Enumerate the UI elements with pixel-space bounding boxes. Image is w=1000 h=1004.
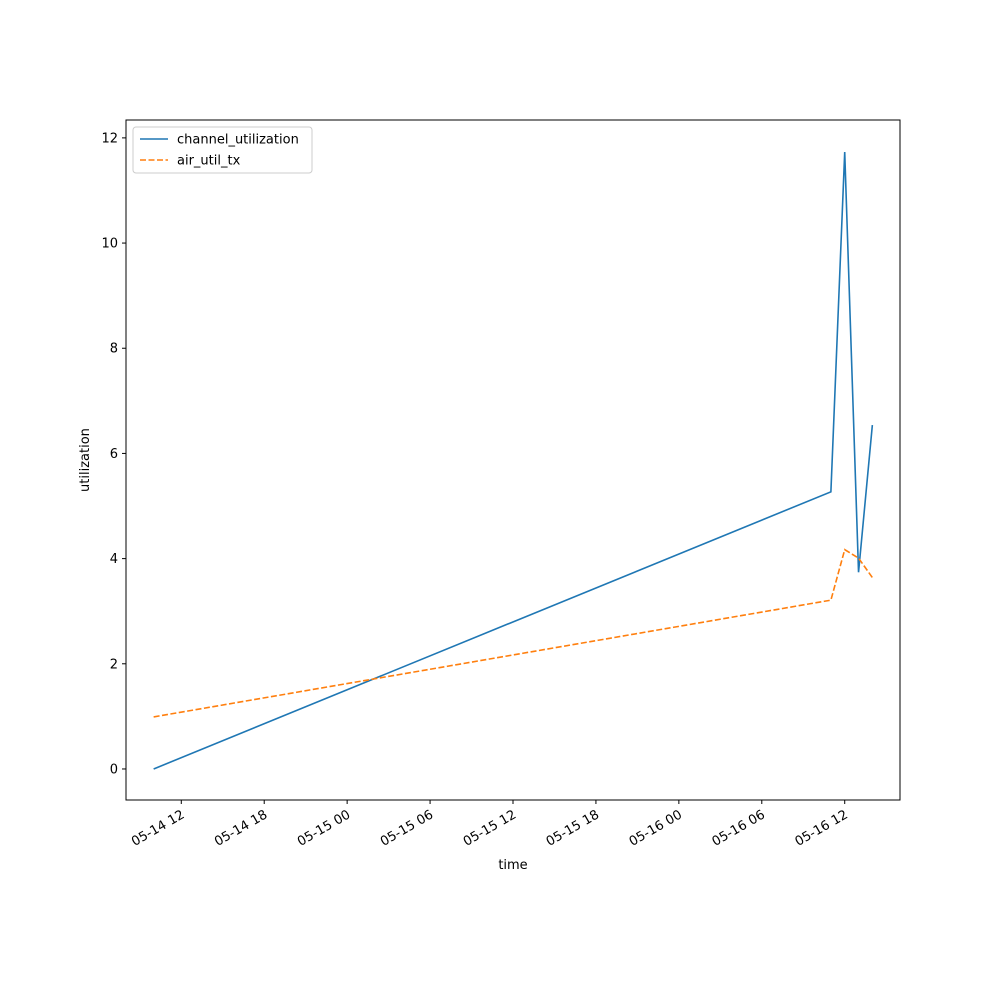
x-tick-label: 05-14 12 [129,807,187,849]
y-tick-label: 6 [110,447,118,462]
y-tick-label: 4 [110,552,118,567]
y-tick-label: 0 [110,762,118,777]
x-tick-label: 05-15 06 [378,807,436,849]
legend-box [132,126,313,174]
line-series [153,152,874,770]
x-tick-label: 05-15 12 [461,807,519,849]
y-axis-label: utilization [78,428,93,492]
legend-label: channel_utilization [177,133,299,148]
x-tick-label: 05-16 12 [793,807,851,849]
y-tick-label: 12 [101,131,118,146]
plot-frame [125,119,901,801]
x-tick-label: 05-15 00 [295,807,353,849]
y-tick-label: 10 [101,237,118,252]
x-axis-label: time [498,858,527,873]
x-tick-label: 05-16 06 [710,807,768,849]
x-tick-label: 05-14 18 [212,807,270,849]
y-tick-label: 2 [110,657,118,672]
x-tick-label: 05-16 00 [627,807,685,849]
legend-label: air_util_tx [177,154,241,169]
y-tick-label: 8 [110,342,118,357]
x-tick-label: 05-15 18 [544,807,602,849]
line-series [153,548,874,718]
